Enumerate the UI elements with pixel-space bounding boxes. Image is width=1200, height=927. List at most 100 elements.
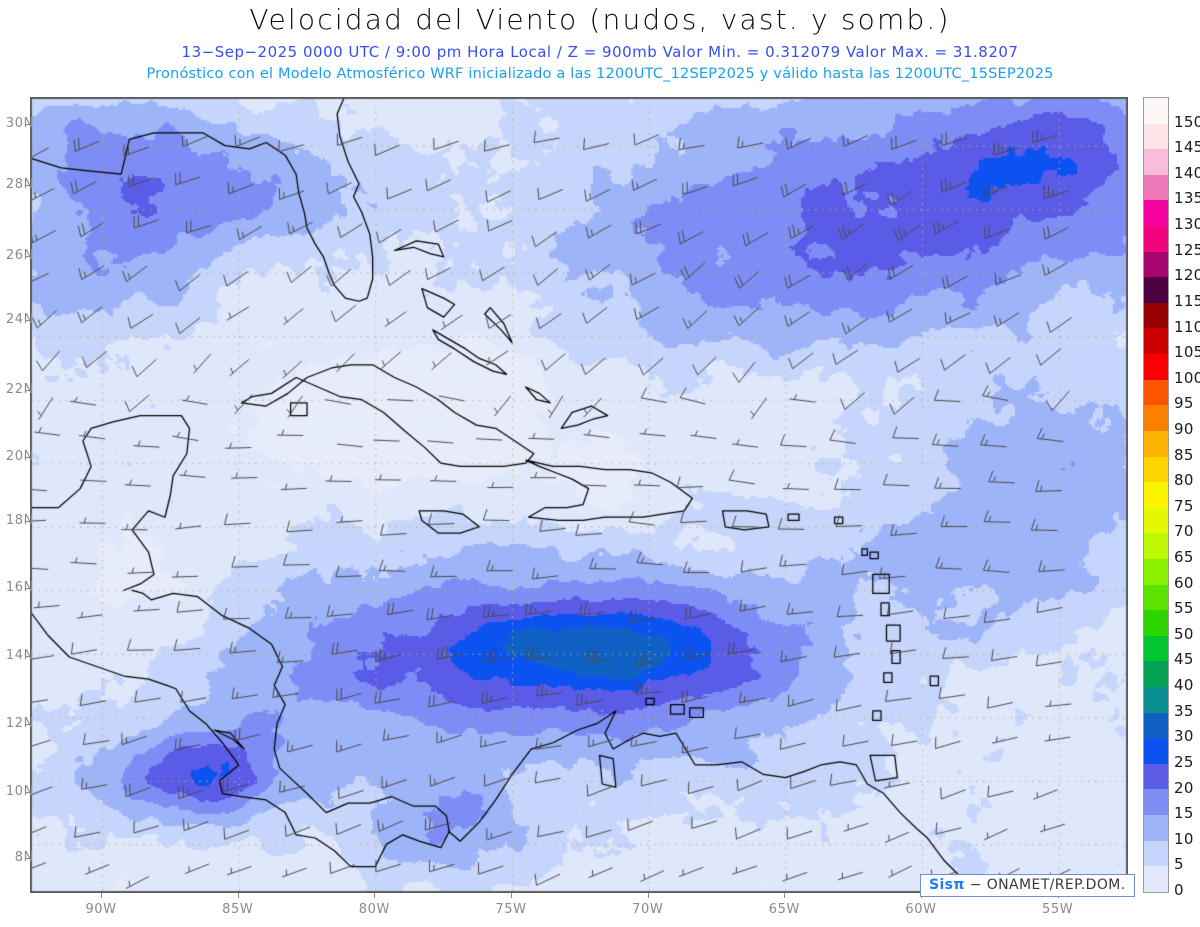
lat-label: 20N (5, 449, 34, 464)
lat-tick (25, 792, 30, 793)
lat-tick (25, 656, 30, 657)
colorbar-tick-label: 120 (1174, 266, 1200, 285)
colorbar-tick-label: 20 (1174, 778, 1194, 797)
colorbar-tick-label: 125 (1174, 240, 1200, 259)
colorbar-cell (1144, 584, 1168, 611)
colorbar-cell (1144, 123, 1168, 150)
lon-label: 70W (632, 902, 664, 917)
lon-label: 80W (358, 902, 390, 917)
lat-tick (25, 858, 30, 859)
sistt-logo-text: Sisπ (929, 877, 965, 893)
colorbar-cell (1144, 763, 1168, 790)
colorbar-tick-label: 105 (1174, 343, 1200, 362)
colorbar[interactable] (1143, 97, 1169, 893)
lon-label: 65W (768, 902, 800, 917)
colorbar-tick-label: 90 (1174, 419, 1194, 438)
lat-tick (25, 521, 30, 522)
lat-label: 26N (5, 248, 34, 263)
colorbar-tick-label: 0 (1174, 881, 1184, 899)
colorbar-cell (1144, 507, 1168, 534)
lon-tick (237, 893, 239, 898)
colorbar-tick-label: 80 (1174, 471, 1194, 490)
lon-tick (511, 893, 513, 898)
lat-tick (25, 185, 30, 186)
colorbar-cell (1144, 174, 1168, 201)
lat-label: 22N (5, 382, 34, 397)
colorbar-tick-label: 145 (1174, 138, 1200, 157)
subtitle-run-info: 13−Sep−2025 0000 UTC / 9:00 pm Hora Loca… (181, 43, 1019, 61)
lat-label: 18N (5, 513, 34, 528)
lon-tick (647, 893, 649, 898)
colorbar-cell (1144, 482, 1168, 508)
colorbar-cell (1144, 379, 1168, 406)
colorbar-tick-label: 135 (1174, 189, 1200, 208)
colorbar-tick-label: 70 (1174, 522, 1194, 541)
colorbar-cell (1144, 302, 1168, 329)
colorbar-tick-label: 5 (1174, 855, 1184, 874)
colorbar-cell (1144, 610, 1168, 636)
lon-label: 55W (1042, 902, 1074, 917)
attribution-separator: − (964, 877, 987, 893)
attribution-agency: ONAMET/REP.DOM. (986, 877, 1126, 893)
colorbar-tick-label: 115 (1174, 291, 1200, 310)
lat-tick (25, 124, 30, 125)
colorbar-cell (1144, 789, 1168, 816)
lat-label: 12N (5, 716, 34, 731)
colorbar-cell (1144, 533, 1168, 559)
colorbar-tick-label: 35 (1174, 701, 1194, 720)
lon-label: 85W (222, 902, 254, 917)
colorbar-tick-label: 150 (1174, 112, 1200, 131)
lon-label: 60W (905, 902, 937, 917)
lat-label: 24N (5, 312, 34, 327)
lon-tick (374, 893, 376, 898)
colorbar-cell (1144, 840, 1168, 867)
colorbar-tick-label: 25 (1174, 752, 1194, 771)
lon-tick (784, 893, 786, 898)
colorbar-cell (1144, 98, 1168, 124)
lat-label: 16N (5, 580, 34, 595)
colorbar-cell (1144, 405, 1168, 431)
colorbar-tick-label: 45 (1174, 650, 1194, 669)
subtitle-model-info: Pronóstico con el Modelo Atmosférico WRF… (146, 66, 1054, 82)
colorbar-cell (1144, 815, 1168, 841)
lat-label: 14N (5, 648, 34, 663)
lat-tick (25, 256, 30, 257)
colorbar-cell (1144, 866, 1168, 892)
colorbar-cell (1144, 277, 1168, 303)
attribution-badge: Sisπ − ONAMET/REP.DOM. (920, 874, 1135, 897)
colorbar-tick-label: 10 (1174, 829, 1194, 848)
colorbar-cell (1144, 328, 1168, 355)
lat-tick (25, 724, 30, 725)
colorbar-cell (1144, 456, 1168, 483)
colorbar-cell (1144, 635, 1168, 662)
colorbar-tick-label: 130 (1174, 215, 1200, 234)
page-title: Velocidad del Viento (nudos, vast. y som… (249, 3, 951, 36)
colorbar-tick-label: 140 (1174, 163, 1200, 182)
colorbar-cell (1144, 738, 1168, 764)
map-plot-area[interactable] (30, 97, 1128, 893)
lat-tick (25, 457, 30, 458)
colorbar-tick-label: 85 (1174, 445, 1194, 464)
lat-label: 10N (5, 784, 34, 799)
chart-header: Velocidad del Viento (nudos, vast. y som… (0, 0, 1200, 95)
lon-label: 75W (495, 902, 527, 917)
colorbar-tick-label: 60 (1174, 573, 1194, 592)
colorbar-cell (1144, 661, 1168, 688)
colorbar-cell (1144, 712, 1168, 739)
colorbar-tick-label: 100 (1174, 368, 1200, 387)
colorbar-tick-label: 15 (1174, 804, 1194, 823)
lat-tick (25, 320, 30, 321)
colorbar-cell (1144, 430, 1168, 457)
colorbar-cell (1144, 251, 1168, 278)
colorbar-cell (1144, 149, 1168, 175)
lon-tick (101, 893, 103, 898)
lat-label: 8N (14, 850, 34, 865)
lon-label: 90W (85, 902, 117, 917)
lat-tick (25, 390, 30, 391)
colorbar-tick-label: 75 (1174, 496, 1194, 515)
colorbar-tick-label: 30 (1174, 727, 1194, 746)
colorbar-cell (1144, 687, 1168, 713)
colorbar-tick-label: 95 (1174, 394, 1194, 413)
colorbar-tick-label: 110 (1174, 317, 1200, 336)
colorbar-tick-label: 55 (1174, 599, 1194, 618)
